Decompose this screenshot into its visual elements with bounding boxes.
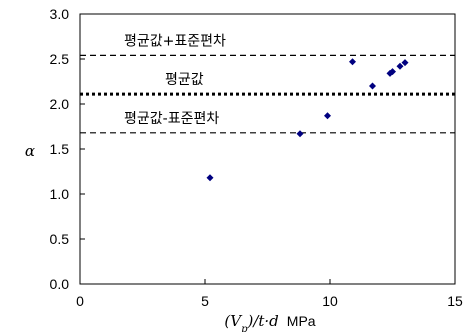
y-tick-label: 0.5	[50, 231, 70, 247]
y-tick-label: 1.5	[50, 141, 70, 157]
y-axis-label: α	[25, 142, 35, 160]
x-tick-label: 0	[76, 293, 84, 309]
x-tick-label: 5	[201, 293, 209, 309]
y-tick-label: 3.0	[50, 6, 70, 22]
reference-label: 평균값-표준편차	[124, 111, 219, 127]
y-tick-label: 2.0	[50, 96, 70, 112]
y-tick-label: 0.0	[50, 276, 70, 292]
x-axis-label: (Vp)/t·d MPa	[224, 312, 315, 332]
reference-label: 평균값	[165, 72, 204, 88]
reference-label: 평균값+표준편차	[124, 33, 226, 49]
y-tick-label: 2.5	[50, 51, 70, 67]
y-tick-label: 1.0	[50, 186, 70, 202]
x-tick-label: 10	[322, 293, 338, 309]
plot-area	[80, 14, 455, 284]
x-tick-label: 15	[447, 293, 463, 309]
